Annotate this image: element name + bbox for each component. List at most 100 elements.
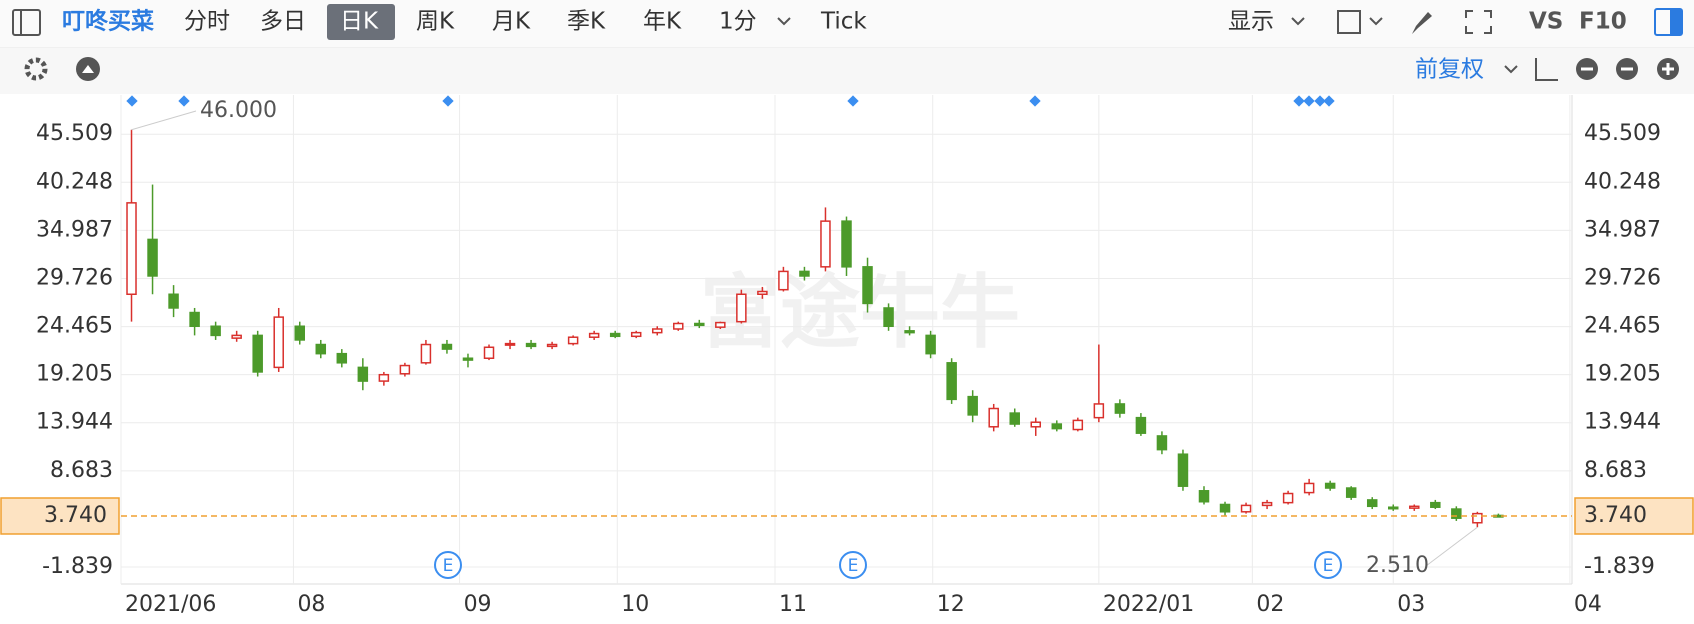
- candle-body: [420, 343, 432, 364]
- min-leader: [1425, 526, 1478, 567]
- tab[interactable]: 月K: [492, 9, 531, 35]
- y2-tick-label: 19.205: [1584, 362, 1661, 387]
- candle-body: [883, 307, 894, 327]
- f10-button[interactable]: F10: [1579, 9, 1627, 35]
- candle-body: [1156, 435, 1168, 451]
- candle-body: [1430, 501, 1441, 508]
- y-tick-label: 8.683: [50, 458, 113, 483]
- event-diamond: [178, 95, 190, 107]
- event-diamond: [1029, 95, 1041, 107]
- settings-icon[interactable]: [24, 57, 48, 81]
- candle-body: [525, 342, 537, 348]
- event-diamond: [847, 95, 859, 107]
- candle-body: [1219, 503, 1231, 513]
- tab[interactable]: 多日: [260, 9, 306, 35]
- chevron[interactable]: [1504, 65, 1518, 74]
- y-tick-label: 29.726: [36, 265, 113, 290]
- candle-body: [715, 321, 726, 328]
- tab[interactable]: 季K: [567, 9, 606, 35]
- candle-body: [946, 362, 957, 401]
- event-marker: [434, 551, 462, 579]
- candle-body: [1009, 412, 1020, 425]
- tab[interactable]: 1分: [719, 9, 757, 35]
- tab[interactable]: 日K: [340, 9, 379, 35]
- y2-tick-label: 45.509: [1584, 121, 1661, 146]
- chevron[interactable]: [777, 17, 791, 26]
- x-tick-label: 03: [1397, 592, 1425, 617]
- vs-button[interactable]: VS: [1529, 9, 1563, 35]
- candle-body: [294, 325, 305, 341]
- candle-body: [546, 343, 558, 348]
- candle-body: [147, 238, 158, 277]
- candle-body: [336, 352, 348, 364]
- candle-body: [357, 366, 369, 382]
- candle-body: [210, 325, 221, 337]
- xy-icon[interactable]: [1535, 58, 1558, 81]
- candle-body: [504, 342, 516, 346]
- y2-tick-label: 29.726: [1584, 265, 1661, 290]
- sidebar-icon[interactable]: [12, 9, 41, 36]
- event-diamond: [1323, 95, 1335, 107]
- chevron[interactable]: [1291, 17, 1305, 26]
- candle-body: [1114, 403, 1126, 414]
- y-tick-label: 13.944: [36, 410, 113, 435]
- plot: -1.839 -1.839 8.683 8.683 13.944 13.944 19.205…: [0, 95, 1694, 617]
- candle-body: [778, 270, 789, 291]
- event-diamond: [442, 95, 454, 107]
- current-price-box: [0, 497, 120, 535]
- candle-body: [757, 290, 768, 296]
- candle-body: [841, 220, 852, 268]
- candle-body: [1409, 505, 1420, 509]
- tab[interactable]: 年K: [643, 9, 682, 35]
- candle-body: [1240, 504, 1252, 513]
- candle-body: [588, 332, 600, 338]
- x-tick-label: 04: [1574, 592, 1602, 617]
- stock-name[interactable]: 叮咚买菜: [62, 8, 154, 35]
- candle-body: [462, 357, 474, 361]
- x-tick-label: 02: [1256, 592, 1284, 617]
- current-price-label: 3.740: [1584, 503, 1647, 528]
- display-menu[interactable]: 显示: [1228, 9, 1274, 35]
- candle-body: [988, 407, 999, 428]
- candle-body: [925, 334, 936, 355]
- top-bar: [0, 0, 1694, 48]
- candle-body: [168, 293, 179, 309]
- fullscreen-icon[interactable]: [1465, 10, 1492, 34]
- event-diamond: [1303, 95, 1315, 107]
- candle-body: [1072, 419, 1084, 431]
- max-leader: [131, 110, 197, 131]
- tab[interactable]: 周K: [416, 9, 455, 35]
- event-diamond: [126, 95, 138, 107]
- candle-body: [1261, 501, 1273, 507]
- y-tick-label: 40.248: [36, 169, 113, 194]
- candle-body: [904, 330, 915, 334]
- x-tick-label: 2021/06: [125, 592, 216, 617]
- candle-body: [1198, 490, 1210, 503]
- candle-body: [820, 220, 831, 268]
- candle-body: [862, 266, 873, 305]
- candle-body: [378, 373, 390, 382]
- candle-body: [231, 334, 242, 339]
- candle-body: [736, 293, 747, 323]
- y-tick-label: 45.509: [36, 121, 113, 146]
- adjust-menu[interactable]: 前复权: [1415, 57, 1484, 83]
- tab[interactable]: 分时: [184, 9, 230, 35]
- y-tick-label: 24.465: [36, 314, 113, 339]
- candle-body: [126, 202, 137, 296]
- y-tick-label: 34.987: [36, 217, 113, 242]
- event-marker: [1314, 551, 1342, 579]
- candle-body: [483, 346, 495, 359]
- candle-body: [1177, 453, 1189, 487]
- brush-icon[interactable]: [1412, 12, 1432, 34]
- candle-body: [1472, 512, 1483, 524]
- tab[interactable]: Tick: [820, 9, 867, 35]
- watermark: 富途牛牛: [700, 266, 1020, 359]
- chevron[interactable]: [1369, 17, 1383, 26]
- candle-body: [1303, 482, 1315, 494]
- box-icon[interactable]: [1337, 10, 1361, 34]
- y-tick-label: -1.839: [42, 554, 113, 579]
- candle-body: [673, 322, 684, 330]
- tool-bar: [0, 48, 1694, 94]
